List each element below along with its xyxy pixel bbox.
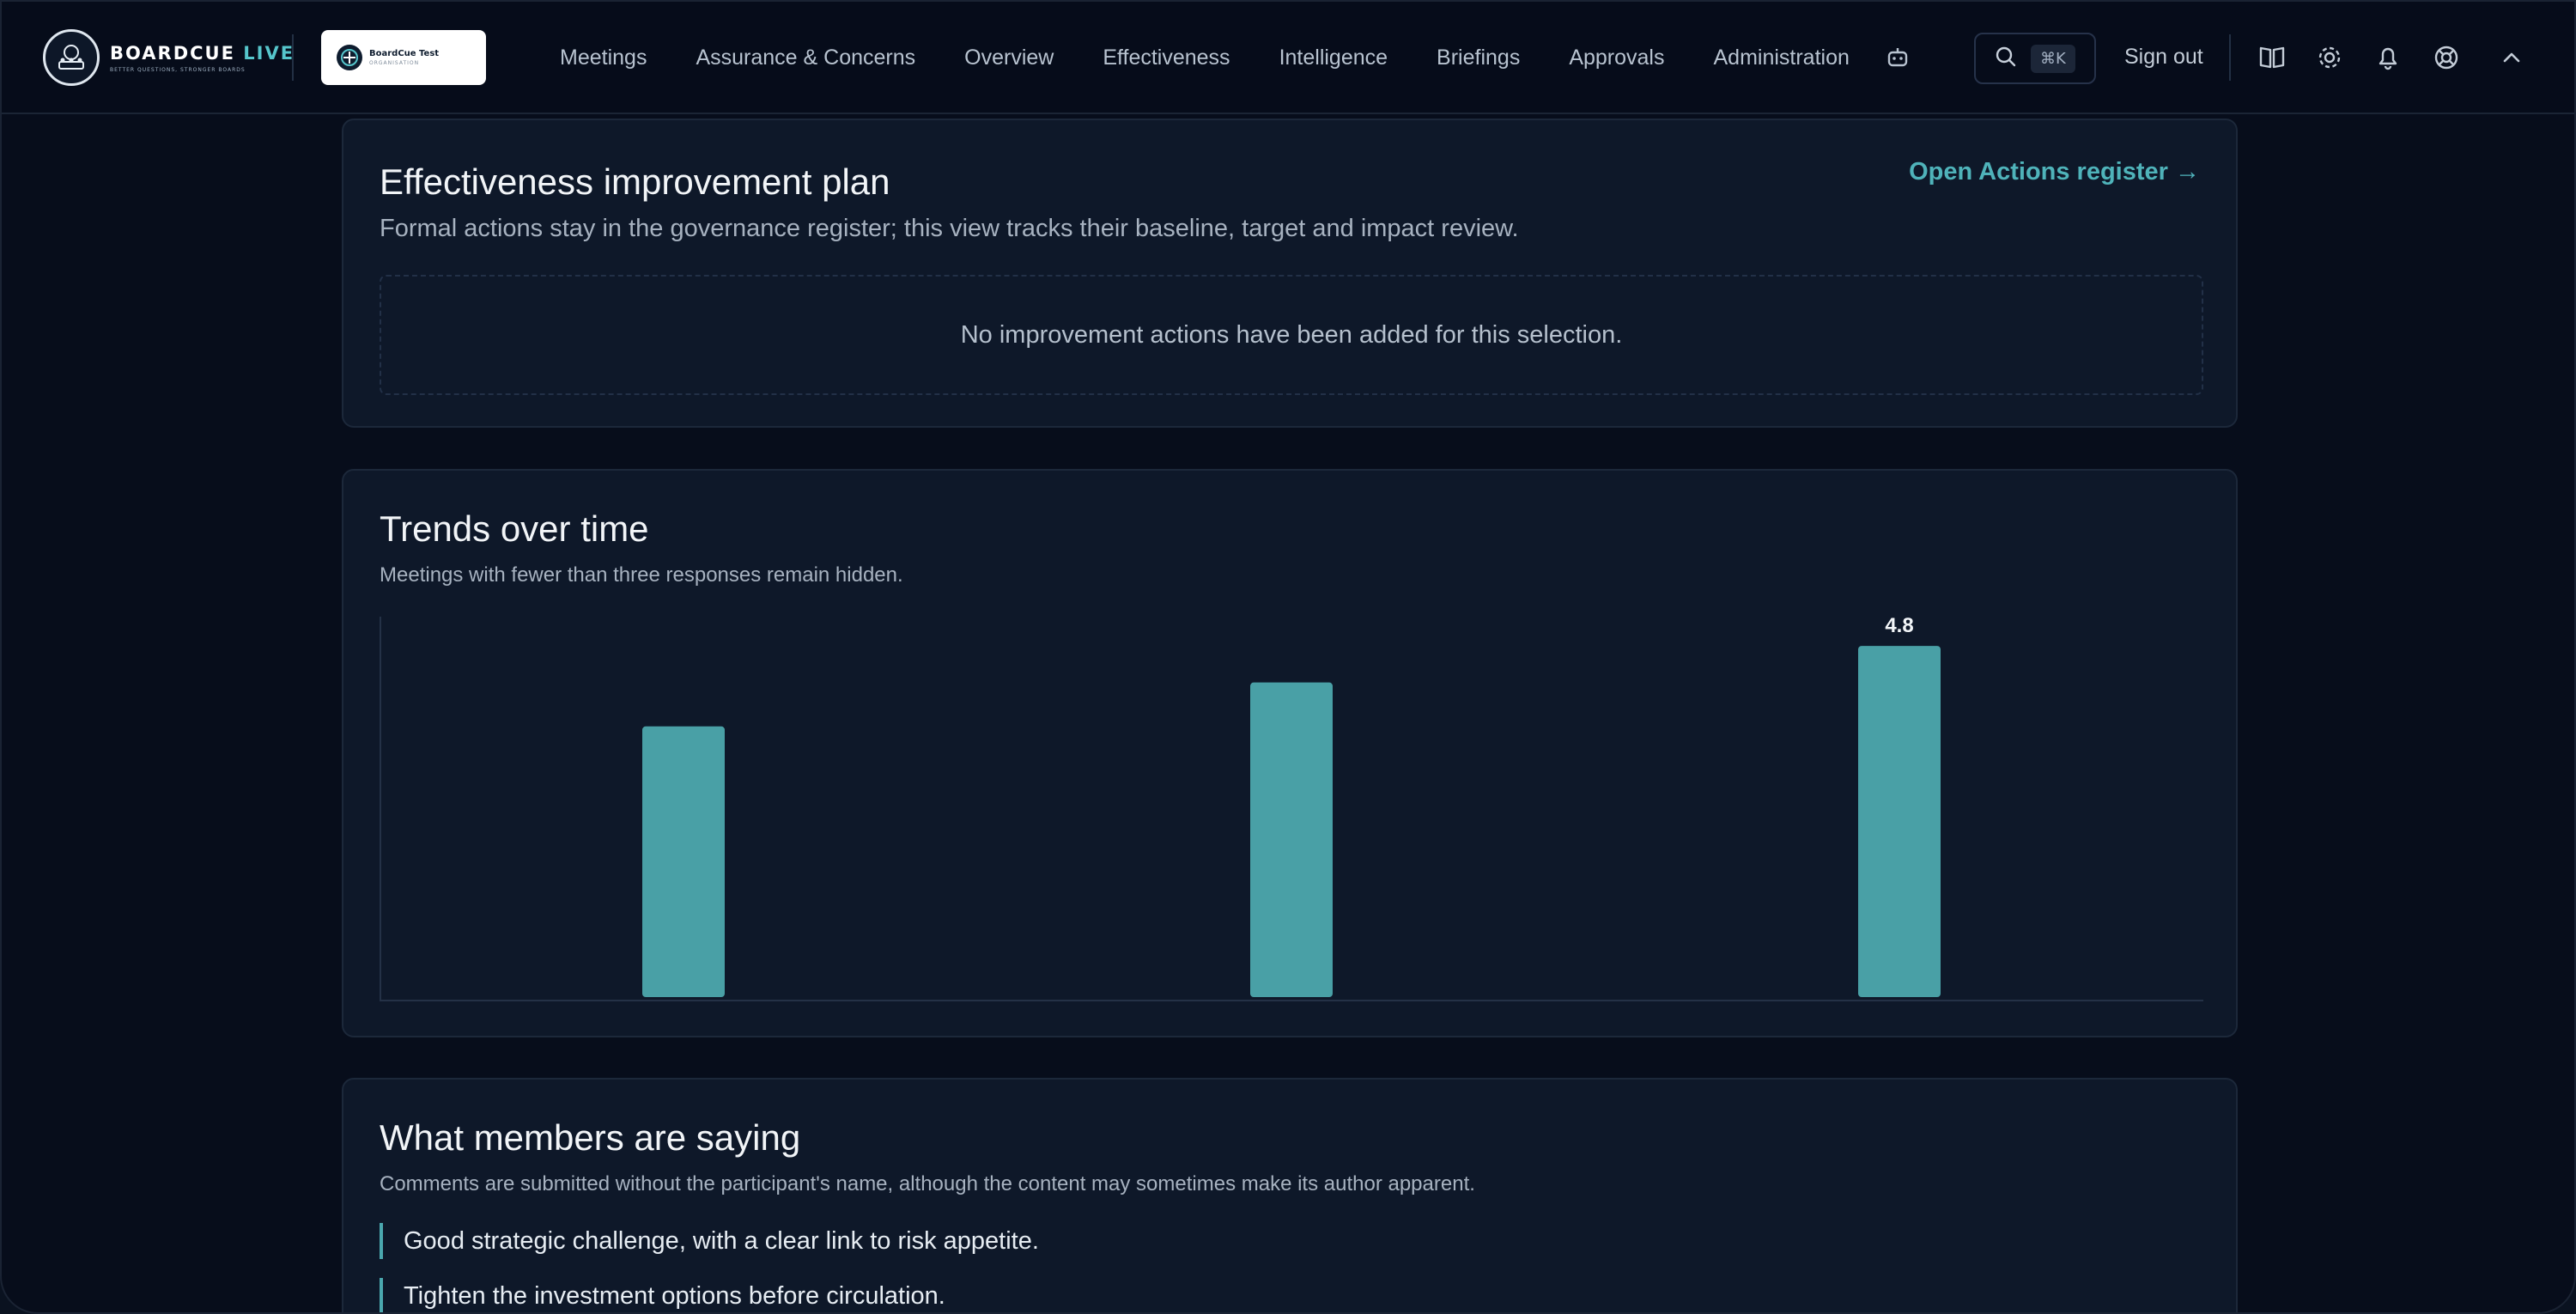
chevron-up-icon[interactable] (2497, 43, 2526, 72)
bar-19-dec[interactable] (642, 726, 725, 997)
main-nav: Meetings Assurance & Concerns Overview E… (560, 2, 1850, 114)
search-button[interactable]: ⌘K (1974, 33, 2096, 84)
assistant-bot-icon[interactable] (1885, 45, 1911, 74)
gear-icon[interactable] (2315, 43, 2344, 72)
search-icon (1995, 46, 2017, 71)
help-lifebuoy-icon[interactable] (2432, 43, 2461, 72)
member-comments-card: What members are saying Comments are sub… (342, 1078, 2238, 1312)
bell-icon[interactable] (2373, 43, 2403, 72)
member-comments-title: What members are saying (380, 1117, 801, 1158)
book-icon[interactable] (2257, 43, 2287, 72)
header-divider (2229, 34, 2231, 81)
nav-approvals[interactable]: Approvals (1569, 46, 1665, 70)
organisation-switcher[interactable]: BoardCue Test ORGANISATION (321, 30, 486, 85)
logo-tagline: BETTER QUESTIONS, STRONGER BOARDS (110, 66, 246, 73)
organisation-label: ORGANISATION (369, 60, 420, 66)
nav-overview[interactable]: Overview (964, 46, 1054, 70)
nav-assurance-concerns[interactable]: Assurance & Concerns (696, 46, 916, 70)
bar-19-mar[interactable] (1250, 682, 1333, 997)
sign-out-link[interactable]: Sign out (2124, 45, 2203, 69)
improvement-plan-title: Effectiveness improvement plan (380, 161, 890, 202)
trends-subtitle: Meetings with fewer than three responses… (380, 563, 903, 587)
member-comments-subtitle: Comments are submitted without the parti… (380, 1172, 1475, 1195)
logo-emblem-icon (43, 29, 100, 86)
trends-bar-chart: 19 Dec19 Mar17 Jun4.8 (380, 617, 2203, 1001)
header-divider (292, 34, 294, 81)
open-actions-register-link[interactable]: Open Actions register → (1909, 158, 2200, 186)
logo-title: BOARDCUE LIVE (110, 42, 295, 64)
improvement-plan-subtitle: Formal actions stay in the governance re… (380, 215, 1519, 242)
trends-card: Trends over time Meetings with fewer tha… (342, 469, 2238, 1037)
search-shortcut: ⌘K (2031, 44, 2075, 73)
nav-intelligence[interactable]: Intelligence (1279, 46, 1388, 70)
app-logo[interactable]: BOARDCUE LIVE BETTER QUESTIONS, STRONGER… (43, 27, 295, 88)
member-comment: Tighten the investment options before ci… (380, 1278, 945, 1312)
bar-17-jun[interactable] (1858, 646, 1941, 997)
organisation-name: BoardCue Test (369, 49, 440, 58)
nav-briefings[interactable]: Briefings (1437, 46, 1521, 70)
nav-administration[interactable]: Administration (1713, 46, 1850, 70)
nav-effectiveness[interactable]: Effectiveness (1103, 46, 1230, 70)
improvement-plan-empty-state: No improvement actions have been added f… (380, 275, 2203, 395)
trends-title: Trends over time (380, 508, 649, 549)
improvement-plan-card: Effectiveness improvement plan Open Acti… (342, 119, 2238, 428)
nav-meetings[interactable]: Meetings (560, 46, 647, 70)
member-comment: Good strategic challenge, with a clear l… (380, 1223, 1039, 1259)
top-navigation-bar: BOARDCUE LIVE BETTER QUESTIONS, STRONGER… (2, 2, 2574, 114)
organisation-logo-icon (337, 45, 362, 70)
bar-data-label: 4.8 (1885, 617, 1913, 637)
